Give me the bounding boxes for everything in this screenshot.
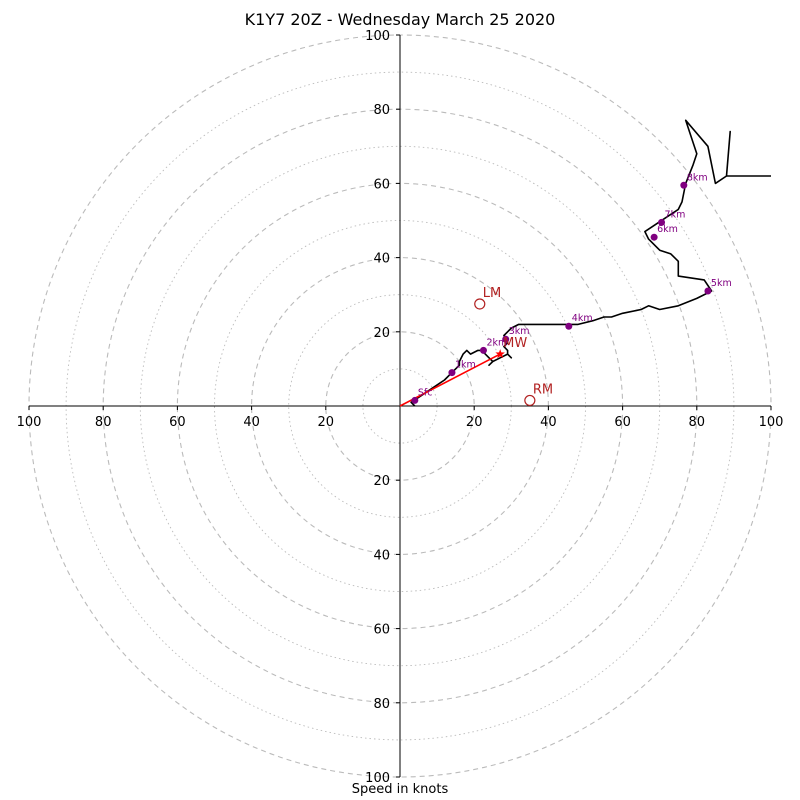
y-tick-label: 80 [373, 697, 390, 712]
storm-motion-label: RM [533, 382, 553, 397]
y-tick-label: 100 [365, 771, 390, 786]
height-marker-label: Sfc [418, 387, 433, 398]
storm-motion-label: LM [483, 286, 501, 301]
y-tick-label: 20 [373, 326, 390, 341]
y-tick-label: 20 [373, 474, 390, 489]
x-tick-label: 60 [614, 415, 631, 430]
storm-motions: LM RM MW [474, 286, 553, 407]
y-tick-label: 60 [373, 623, 390, 638]
height-marker [479, 346, 487, 354]
x-tick-label: 80 [95, 415, 112, 430]
height-marker-label: 5km [711, 278, 732, 289]
y-tick-label: 40 [373, 252, 390, 267]
height-marker-label: 6km [657, 224, 678, 235]
height-marker-label: 3km [509, 326, 530, 337]
height-marker [704, 287, 712, 295]
y-tick-label: 100 [365, 29, 390, 44]
y-tick-label: 80 [373, 103, 390, 118]
height-marker-label: 1km [455, 360, 476, 371]
x-tick-label: 20 [318, 415, 335, 430]
x-axis-label: Speed in knots [351, 782, 449, 797]
height-marker [658, 218, 666, 226]
shear-vector [399, 353, 501, 407]
x-tick-label: 40 [540, 415, 557, 430]
height-marker [680, 181, 688, 189]
y-tick-label: 40 [373, 548, 390, 563]
storm-motion-marker [474, 298, 486, 310]
height-marker-label: 7km [665, 209, 686, 220]
x-tick-label: 40 [243, 415, 260, 430]
height-marker [448, 369, 456, 377]
y-tick-label: 60 [373, 177, 390, 192]
x-tick-label: 100 [17, 415, 42, 430]
shear-vector-layer [399, 353, 501, 407]
storm-motion-label: MW [503, 336, 527, 351]
chart-title: K1Y7 20Z - Wednesday March 25 2020 [244, 10, 556, 29]
tick-labels: 100 80 60 40 20 20 40 60 80 100 100 80 60 40 20 20 40 60 8… [17, 29, 784, 786]
height-marker-label: 2km [486, 337, 507, 348]
x-tick-label: 60 [169, 415, 186, 430]
height-marker-label: 4km [572, 313, 593, 324]
x-tick-label: 80 [689, 415, 706, 430]
wind-profile [410, 119, 771, 407]
height-marker-label: 8km [687, 172, 708, 183]
x-tick-label: 20 [466, 415, 483, 430]
height-marker [502, 335, 510, 343]
x-tick-label: 100 [759, 415, 784, 430]
height-marker [650, 233, 658, 241]
storm-motion-marker [524, 394, 536, 407]
hodograph-trace [410, 119, 771, 407]
height-marker [411, 396, 419, 404]
height-marker [565, 322, 573, 330]
mean-wind-star [495, 349, 505, 359]
